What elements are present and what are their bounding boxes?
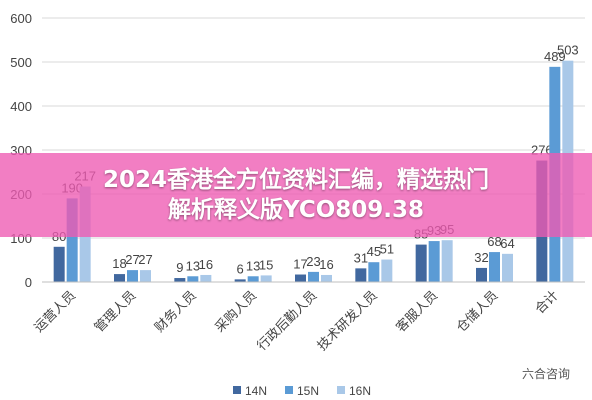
- legend-swatch: [337, 386, 345, 394]
- banner: 2024香港全方位资料汇编，精选热门 解析释义版YCO809.38: [0, 153, 592, 237]
- bar: [114, 274, 125, 282]
- bar: [415, 244, 427, 282]
- bar: [489, 252, 500, 282]
- x-tick-label: 行政后勤人员: [254, 288, 320, 354]
- value-label: 68: [487, 234, 501, 249]
- y-tick-label: 600: [10, 11, 32, 26]
- x-tick-label: 仓储人员: [453, 288, 500, 335]
- bar: [200, 274, 212, 282]
- bar: [428, 241, 440, 282]
- banner-line: 解析释义版YCO809.38: [167, 197, 425, 223]
- y-tick-label: 500: [10, 55, 32, 70]
- value-label: 9: [176, 260, 183, 275]
- y-tick-label: 400: [10, 99, 32, 114]
- value-label: 27: [138, 252, 152, 267]
- value-label: 31: [354, 250, 368, 265]
- value-label: 27: [125, 252, 139, 267]
- bar: [234, 279, 246, 282]
- value-label: 15: [259, 257, 273, 272]
- bar: [140, 270, 151, 282]
- bar: [66, 198, 78, 282]
- x-tick-label: 财务人员: [152, 288, 199, 335]
- bar: [368, 262, 380, 282]
- value-label: 16: [199, 257, 213, 272]
- bar: [127, 270, 138, 282]
- legend-swatch: [285, 386, 293, 394]
- banner-line: 2024香港全方位资料汇编，精选热门: [102, 167, 489, 193]
- bar: [308, 271, 319, 282]
- value-label: 13: [186, 258, 200, 273]
- value-label: 51: [380, 242, 394, 257]
- value-label: 503: [557, 43, 579, 58]
- legend-label: 16N: [349, 384, 371, 398]
- bar: [260, 275, 272, 282]
- x-tick-label: 合计: [532, 288, 561, 317]
- bar: [381, 259, 393, 282]
- watermark: 六合咨询: [521, 367, 570, 381]
- value-label: 32: [474, 250, 488, 265]
- value-label: 64: [500, 236, 514, 251]
- x-tick-label: 管理人员: [91, 288, 138, 335]
- legend-swatch: [233, 386, 241, 394]
- legend-label: 14N: [245, 384, 267, 398]
- bar: [247, 276, 259, 282]
- value-label: 489: [544, 49, 566, 64]
- bar: [355, 268, 367, 282]
- bar: [295, 274, 306, 282]
- value-label: 18: [112, 256, 126, 271]
- bar: [174, 278, 186, 282]
- bar: [53, 246, 65, 282]
- bar: [476, 267, 487, 282]
- value-label: 17: [293, 257, 307, 272]
- value-label: 16: [319, 257, 333, 272]
- value-label: 23: [306, 254, 320, 269]
- bar: [441, 240, 453, 282]
- legend-label: 15N: [297, 384, 319, 398]
- value-label: 45: [367, 244, 381, 259]
- x-tick-label: 采购人员: [212, 288, 259, 335]
- x-tick-label: 技术研发人员: [314, 288, 380, 354]
- x-tick-label: 客服人员: [393, 288, 440, 335]
- value-label: 6: [237, 261, 244, 276]
- y-tick-label: 0: [25, 275, 32, 290]
- x-tick-label: 运营人员: [31, 288, 78, 335]
- bar: [321, 274, 332, 282]
- bar: [502, 253, 513, 282]
- value-label: 13: [246, 258, 260, 273]
- bar: [187, 276, 199, 282]
